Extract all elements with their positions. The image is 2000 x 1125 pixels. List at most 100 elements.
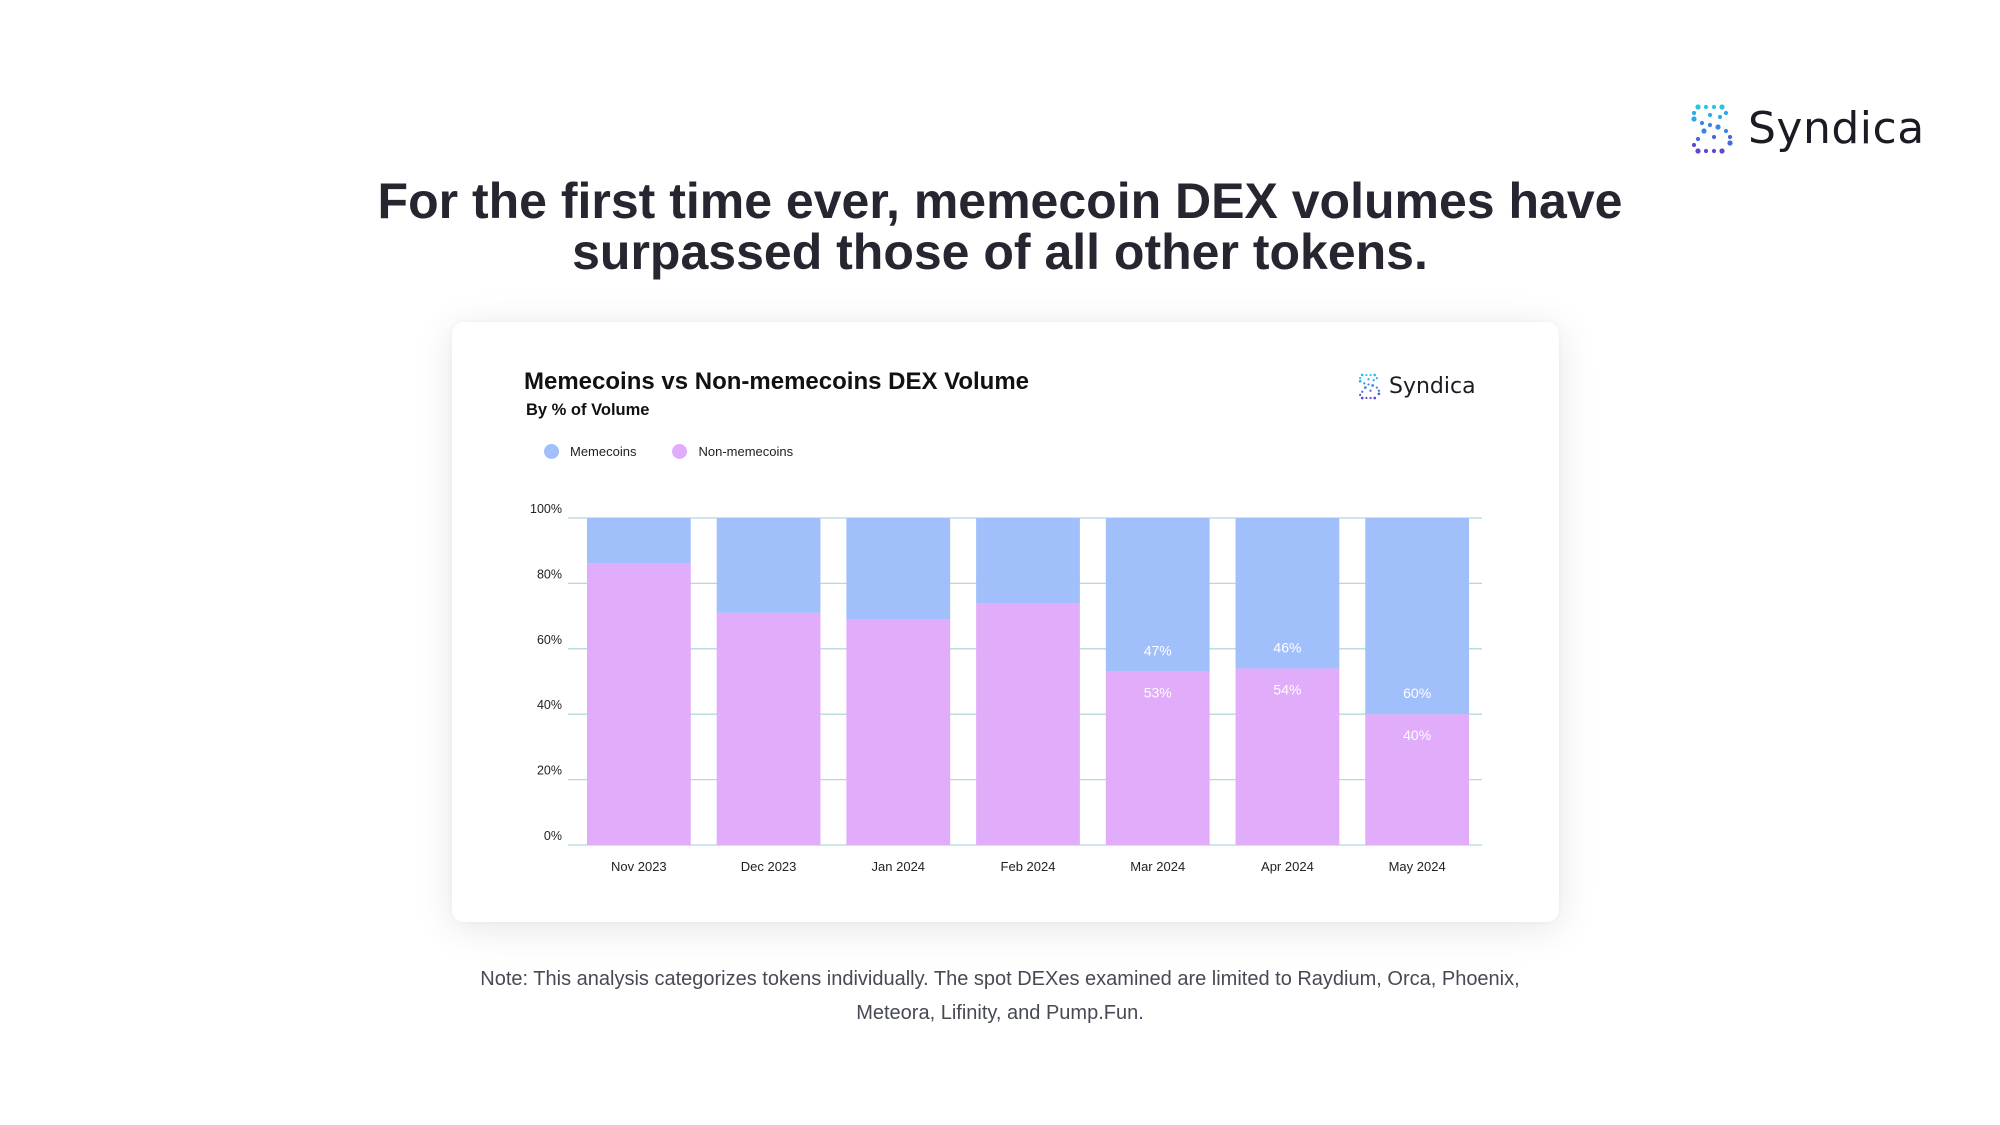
data-label-memecoins: 46% bbox=[1273, 639, 1301, 655]
logo-dot bbox=[1369, 396, 1372, 400]
chart-subtitle: By % of Volume bbox=[526, 401, 650, 419]
logo-dot bbox=[1363, 386, 1367, 389]
logo-dot bbox=[1719, 104, 1725, 110]
chart-logo-wordmark: Syndica bbox=[1389, 373, 1476, 399]
logo-dot bbox=[1360, 373, 1364, 377]
x-tick-label: Feb 2024 bbox=[1001, 859, 1056, 874]
y-tick-label: 20% bbox=[537, 764, 562, 778]
y-tick-label: 100% bbox=[530, 502, 562, 516]
logo-dot bbox=[1359, 377, 1362, 380]
data-label-memecoins: 60% bbox=[1403, 685, 1431, 701]
logo-dot bbox=[1367, 378, 1370, 381]
footnote-line-1: Note: This analysis categorizes tokens i… bbox=[480, 968, 1520, 990]
chart-card: Memecoins vs Non-memecoins DEX Volume By… bbox=[452, 322, 1559, 922]
bar-memecoins bbox=[1365, 518, 1470, 715]
y-tick-label: 60% bbox=[537, 633, 562, 647]
logo-dot bbox=[1365, 396, 1368, 400]
logo-dot bbox=[1369, 389, 1372, 392]
logo-dot bbox=[1363, 382, 1366, 385]
logo-dot bbox=[1691, 142, 1697, 148]
logo-dot bbox=[1727, 134, 1733, 140]
logo-dot bbox=[1361, 390, 1364, 393]
y-tick-label: 0% bbox=[544, 829, 562, 843]
bar-memecoins bbox=[1235, 518, 1340, 669]
data-label-non-memecoins: 54% bbox=[1273, 681, 1301, 697]
legend-label-memecoins: Memecoins bbox=[570, 444, 637, 459]
logo-dot bbox=[1359, 393, 1362, 396]
logo-dot bbox=[1691, 110, 1697, 116]
logo-dot bbox=[1695, 104, 1701, 110]
bar-non-memecoins bbox=[586, 563, 691, 845]
logo-dot bbox=[1369, 373, 1372, 377]
logo-dot bbox=[1723, 110, 1729, 116]
legend-item-non-memecoins: Non-memecoins bbox=[672, 444, 793, 459]
logo-dot bbox=[1375, 377, 1378, 380]
logo-dot bbox=[1375, 386, 1378, 389]
chart-logo: Syndica bbox=[1357, 370, 1476, 402]
logo-dot bbox=[1365, 373, 1368, 377]
legend-item-memecoins: Memecoins bbox=[544, 444, 636, 459]
logo-dot bbox=[1707, 112, 1713, 118]
bar-non-memecoins bbox=[846, 619, 951, 845]
chart-title: Memecoins vs Non-memecoins DEX Volume bbox=[524, 368, 1030, 395]
logo-dot bbox=[1707, 122, 1713, 128]
logo-dot bbox=[1360, 396, 1364, 400]
legend-swatch-non-memecoins bbox=[672, 444, 688, 459]
data-label-non-memecoins: 40% bbox=[1403, 727, 1431, 743]
y-tick-label: 80% bbox=[537, 567, 562, 581]
logo-dot bbox=[1711, 148, 1717, 154]
x-tick-label: May 2024 bbox=[1389, 859, 1446, 874]
chart-legend: Memecoins Non-memecoins bbox=[544, 444, 829, 459]
logo-dot bbox=[1695, 148, 1701, 154]
logo-dot bbox=[1711, 134, 1717, 140]
bar-memecoins bbox=[716, 518, 821, 613]
footnote: Note: This analysis categorizes tokens i… bbox=[0, 962, 2000, 1030]
x-tick-label: Mar 2024 bbox=[1130, 859, 1185, 874]
logo-dot bbox=[1691, 116, 1697, 122]
x-tick-label: Dec 2023 bbox=[741, 859, 797, 874]
logo-dot bbox=[1358, 379, 1362, 383]
page-headline: For the first time ever, memecoin DEX vo… bbox=[0, 176, 2000, 278]
data-label-memecoins: 47% bbox=[1144, 643, 1172, 659]
syndica-logo-icon bbox=[1691, 104, 1733, 154]
header-logo: Syndica bbox=[1688, 100, 1925, 156]
logo-dot bbox=[1695, 136, 1701, 142]
bar-non-memecoins bbox=[1365, 714, 1470, 845]
logo-dot bbox=[1717, 114, 1723, 120]
brand-wordmark: Syndica bbox=[1748, 102, 1925, 154]
logo-dot bbox=[1711, 104, 1717, 110]
logo-dot bbox=[1727, 140, 1733, 146]
logo-dot bbox=[1719, 148, 1725, 154]
bar-memecoins bbox=[846, 518, 951, 620]
x-tick-label: Jan 2024 bbox=[872, 859, 926, 874]
logo-dot bbox=[1703, 104, 1709, 110]
logo-dot bbox=[1715, 124, 1721, 130]
bar-non-memecoins bbox=[976, 603, 1080, 845]
bar-memecoins bbox=[976, 518, 1080, 604]
bar-memecoins bbox=[1105, 518, 1210, 672]
y-tick-label: 40% bbox=[537, 698, 562, 712]
syndica-logo-icon bbox=[1358, 373, 1381, 400]
bar-non-memecoins bbox=[1105, 671, 1210, 845]
bar-memecoins bbox=[586, 518, 691, 564]
headline-line-1: For the first time ever, memecoin DEX vo… bbox=[377, 173, 1623, 229]
headline-line-2: surpassed those of all other tokens. bbox=[572, 224, 1428, 280]
logo-dot bbox=[1377, 392, 1381, 396]
legend-label-non-memecoins: Non-memecoins bbox=[698, 444, 794, 459]
logo-dot bbox=[1372, 379, 1375, 382]
bar-non-memecoins bbox=[716, 612, 821, 845]
logo-dot bbox=[1703, 148, 1709, 154]
logo-dot bbox=[1699, 120, 1705, 126]
bar-non-memecoins bbox=[1235, 668, 1340, 845]
logo-dot bbox=[1701, 128, 1707, 134]
logo-dot bbox=[1373, 373, 1377, 377]
logo-dot bbox=[1373, 396, 1377, 400]
logo-dot bbox=[1723, 128, 1729, 134]
x-tick-label: Apr 2024 bbox=[1261, 859, 1314, 874]
chart-plot-area: 0% 20% 40% 60% 80% 100% Nov 2023 Dec 2023 Jan 20… bbox=[530, 502, 1482, 874]
logo-dot bbox=[1367, 383, 1370, 386]
logo-dot bbox=[1371, 384, 1375, 387]
x-tick-label: Nov 2023 bbox=[611, 859, 667, 874]
data-label-non-memecoins: 53% bbox=[1144, 685, 1172, 701]
legend-swatch-memecoins bbox=[544, 444, 559, 459]
